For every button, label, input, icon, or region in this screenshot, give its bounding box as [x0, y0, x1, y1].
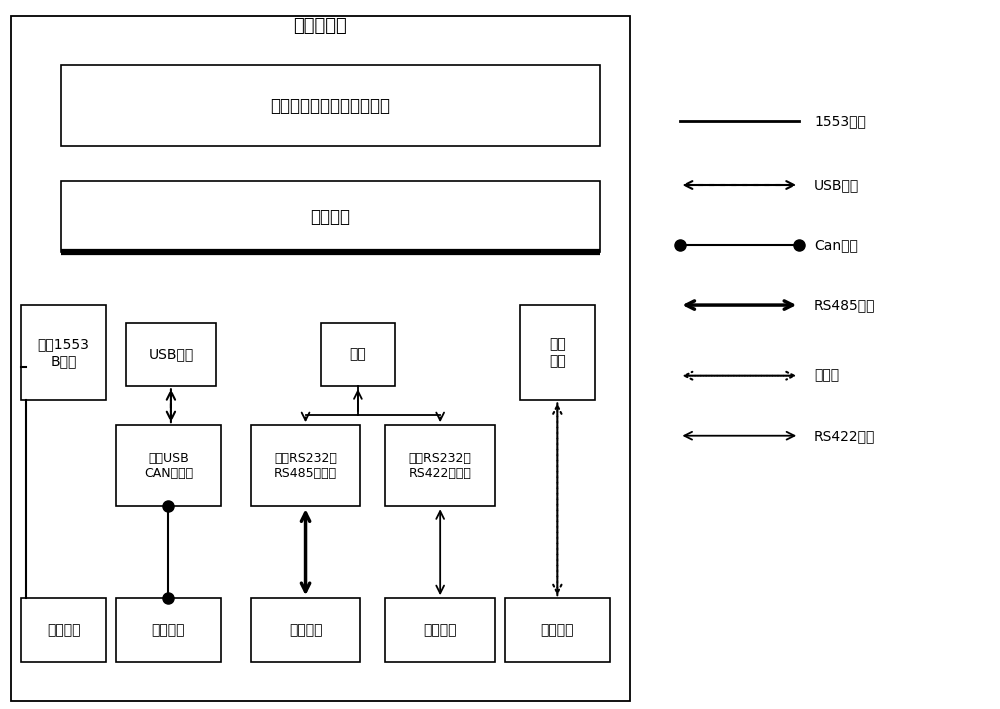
Bar — [126, 323, 216, 386]
Text: 操作系统: 操作系统 — [310, 208, 350, 225]
Text: 被测设备: 被测设备 — [289, 623, 322, 637]
Bar — [385, 598, 495, 661]
Bar — [11, 16, 630, 700]
Text: 串口: 串口 — [350, 347, 366, 362]
Text: 被测设备: 被测设备 — [541, 623, 574, 637]
Text: 外接RS232转
RS422控制盒: 外接RS232转 RS422控制盒 — [409, 452, 472, 480]
Text: 多路总线数据仿真系统软件: 多路总线数据仿真系统软件 — [270, 96, 390, 115]
Text: 外接USB
CAN控制盒: 外接USB CAN控制盒 — [144, 452, 193, 480]
Text: USB总线: USB总线 — [814, 178, 859, 192]
Text: RS422总线: RS422总线 — [814, 429, 876, 442]
Bar — [61, 65, 600, 146]
Text: USB接口: USB接口 — [148, 347, 194, 362]
Bar — [385, 425, 495, 506]
Text: 以太网: 以太网 — [814, 369, 839, 383]
Text: 计算机终端: 计算机终端 — [294, 17, 347, 35]
Text: 被测设备: 被测设备 — [423, 623, 457, 637]
Text: Can总线: Can总线 — [814, 238, 858, 252]
Bar — [505, 598, 610, 661]
Text: 内置1553
B板卡: 内置1553 B板卡 — [38, 337, 90, 368]
Bar — [520, 305, 595, 401]
Text: 以太
网卡: 以太 网卡 — [549, 337, 566, 368]
Text: RS485总线: RS485总线 — [814, 298, 876, 312]
Bar — [61, 182, 600, 252]
Bar — [251, 598, 360, 661]
Text: 外接RS232转
RS485控制盒: 外接RS232转 RS485控制盒 — [274, 452, 337, 480]
Text: 被测设备: 被测设备 — [152, 623, 185, 637]
Text: 被测设备: 被测设备 — [47, 623, 80, 637]
Bar — [320, 323, 395, 386]
Bar — [251, 425, 360, 506]
Bar — [116, 425, 221, 506]
Text: 1553总线: 1553总线 — [814, 114, 866, 128]
Bar — [21, 305, 106, 401]
Bar — [21, 598, 106, 661]
Bar — [116, 598, 221, 661]
